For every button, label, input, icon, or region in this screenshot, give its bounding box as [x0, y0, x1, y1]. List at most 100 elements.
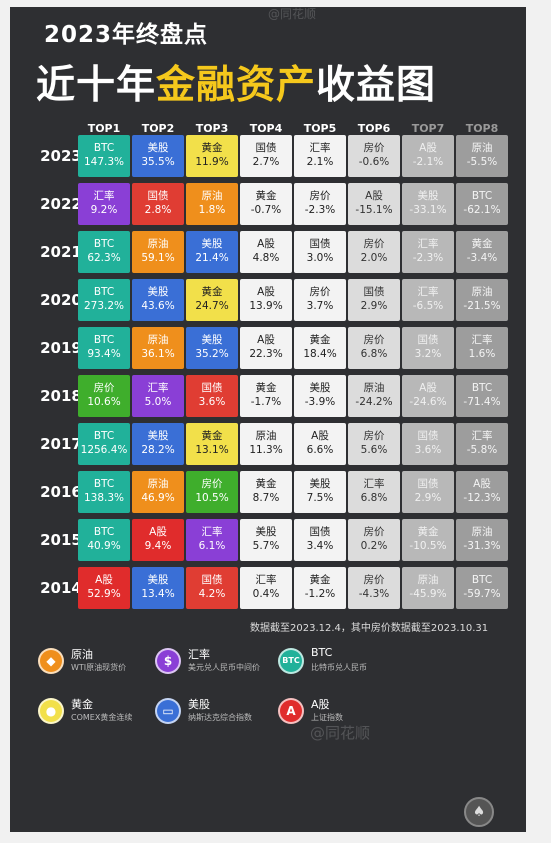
- legend-item-1: $ 汇率 美元兑人民币中间价: [155, 644, 305, 684]
- cell-2023-top1: BTC 147.3%: [78, 135, 130, 177]
- return-value: -71.4%: [463, 396, 501, 408]
- column-header-top7: TOP7: [411, 122, 445, 135]
- cell-2022-top1: 汇率 9.2%: [78, 183, 130, 225]
- asset-name: 汇率: [363, 478, 385, 490]
- asset-name: 美股: [201, 334, 223, 346]
- asset-name: 黄金: [201, 142, 223, 154]
- cell-2018-top8: BTC -71.4%: [456, 375, 508, 417]
- legend-name: 黄金: [71, 698, 93, 711]
- return-value: 52.9%: [87, 588, 121, 600]
- infographic-panel: 2023年终盘点 近十年金融资产收益图 TOP1 TOP2 TOP3 TOP4 TOP5…: [10, 7, 526, 832]
- oil-drop-icon: ◆: [38, 648, 64, 674]
- cell-2015-top1: BTC 40.9%: [78, 519, 130, 561]
- cell-2021-top6: 房价 2.0%: [348, 231, 400, 273]
- gold-icon: ●: [38, 698, 64, 724]
- column-header-top1: TOP1: [87, 122, 121, 135]
- return-value: -59.7%: [463, 588, 501, 600]
- return-value: 2.0%: [360, 252, 388, 264]
- asset-name: 原油: [147, 238, 169, 250]
- legend-desc: COMEX黄金连续: [71, 713, 133, 722]
- legend-desc: 美元兑人民币中间价: [188, 663, 260, 672]
- asset-name: 黄金: [309, 574, 331, 586]
- cell-2022-top4: 黄金 -0.7%: [240, 183, 292, 225]
- return-value: -2.3%: [304, 204, 336, 216]
- return-value: -4.3%: [358, 588, 390, 600]
- return-value: -31.3%: [463, 540, 501, 552]
- column-header-top4: TOP4: [249, 122, 283, 135]
- cell-2017-top6: 房价 5.6%: [348, 423, 400, 465]
- asset-name: BTC: [93, 478, 115, 490]
- cell-2018-top5: 美股 -3.9%: [294, 375, 346, 417]
- asset-name: BTC: [471, 190, 493, 202]
- asset-name: BTC: [93, 526, 115, 538]
- return-value: 40.9%: [87, 540, 121, 552]
- asset-name: 美股: [147, 574, 169, 586]
- return-value: 13.9%: [249, 300, 283, 312]
- asset-name: 房价: [363, 142, 385, 154]
- asset-name: 黄金: [201, 430, 223, 442]
- year-label-2017: 2017: [40, 435, 82, 453]
- a-share-icon: A: [278, 698, 304, 724]
- cell-2016-top8: A股 -12.3%: [456, 471, 508, 513]
- asset-name: 原油: [363, 382, 385, 394]
- cell-2017-top3: 黄金 13.1%: [186, 423, 238, 465]
- asset-name: 美股: [147, 286, 169, 298]
- asset-name: A股: [149, 526, 167, 538]
- asset-name: 国债: [147, 190, 169, 202]
- asset-name: A股: [365, 190, 383, 202]
- column-header-top3: TOP3: [195, 122, 229, 135]
- cell-2021-top1: BTC 62.3%: [78, 231, 130, 273]
- asset-name: 原油: [471, 526, 493, 538]
- asset-name: 房价: [363, 574, 385, 586]
- cell-2019-top1: BTC 93.4%: [78, 327, 130, 369]
- cell-2020-top6: 国债 2.9%: [348, 279, 400, 321]
- return-value: 10.5%: [195, 492, 229, 504]
- cell-2014-top2: 美股 13.4%: [132, 567, 184, 609]
- return-value: 93.4%: [87, 348, 121, 360]
- asset-name: 美股: [309, 478, 331, 490]
- cell-2021-top8: 黄金 -3.4%: [456, 231, 508, 273]
- asset-name: A股: [257, 334, 275, 346]
- cell-2023-top6: 房价 -0.6%: [348, 135, 400, 177]
- cell-2022-top6: A股 -15.1%: [348, 183, 400, 225]
- cell-2022-top3: 原油 1.8%: [186, 183, 238, 225]
- return-value: -1.2%: [304, 588, 336, 600]
- asset-name: 黄金: [255, 382, 277, 394]
- cell-2023-top7: A股 -2.1%: [402, 135, 454, 177]
- return-value: 2.9%: [360, 300, 388, 312]
- return-value: 11.9%: [195, 156, 229, 168]
- asset-name: 汇率: [93, 190, 115, 202]
- cell-2018-top3: 国债 3.6%: [186, 375, 238, 417]
- legend-item-3: ● 黄金 COMEX黄金连续: [38, 694, 188, 734]
- asset-name: 黄金: [417, 526, 439, 538]
- title-part-3: 收益图: [316, 63, 437, 108]
- cell-2021-top2: 原油 59.1%: [132, 231, 184, 273]
- cell-2016-top7: 国债 2.9%: [402, 471, 454, 513]
- return-value: 43.6%: [141, 300, 175, 312]
- asset-name: 原油: [417, 574, 439, 586]
- return-value: 21.4%: [195, 252, 229, 264]
- return-value: 13.1%: [195, 444, 229, 456]
- cell-2020-top3: 黄金 24.7%: [186, 279, 238, 321]
- return-value: 1.8%: [198, 204, 226, 216]
- cell-2019-top2: 原油 36.1%: [132, 327, 184, 369]
- cell-2019-top7: 国债 3.2%: [402, 327, 454, 369]
- cell-2014-top6: 房价 -4.3%: [348, 567, 400, 609]
- asset-name: 黄金: [471, 238, 493, 250]
- asset-name: 国债: [255, 142, 277, 154]
- legend-name: 汇率: [188, 648, 210, 661]
- asset-name: 美股: [147, 430, 169, 442]
- cell-2016-top5: 美股 7.5%: [294, 471, 346, 513]
- return-value: 3.7%: [306, 300, 334, 312]
- asset-name: 美股: [147, 142, 169, 154]
- return-value: 2.7%: [252, 156, 280, 168]
- year-label-2023: 2023: [40, 147, 82, 165]
- cell-2014-top1: A股 52.9%: [78, 567, 130, 609]
- asset-name: 汇率: [471, 430, 493, 442]
- return-value: 6.8%: [360, 492, 388, 504]
- cell-2014-top5: 黄金 -1.2%: [294, 567, 346, 609]
- asset-name: A股: [257, 286, 275, 298]
- return-value: 2.8%: [144, 204, 172, 216]
- legend-desc: 比特币兑人民币: [311, 663, 367, 672]
- return-value: 0.4%: [252, 588, 280, 600]
